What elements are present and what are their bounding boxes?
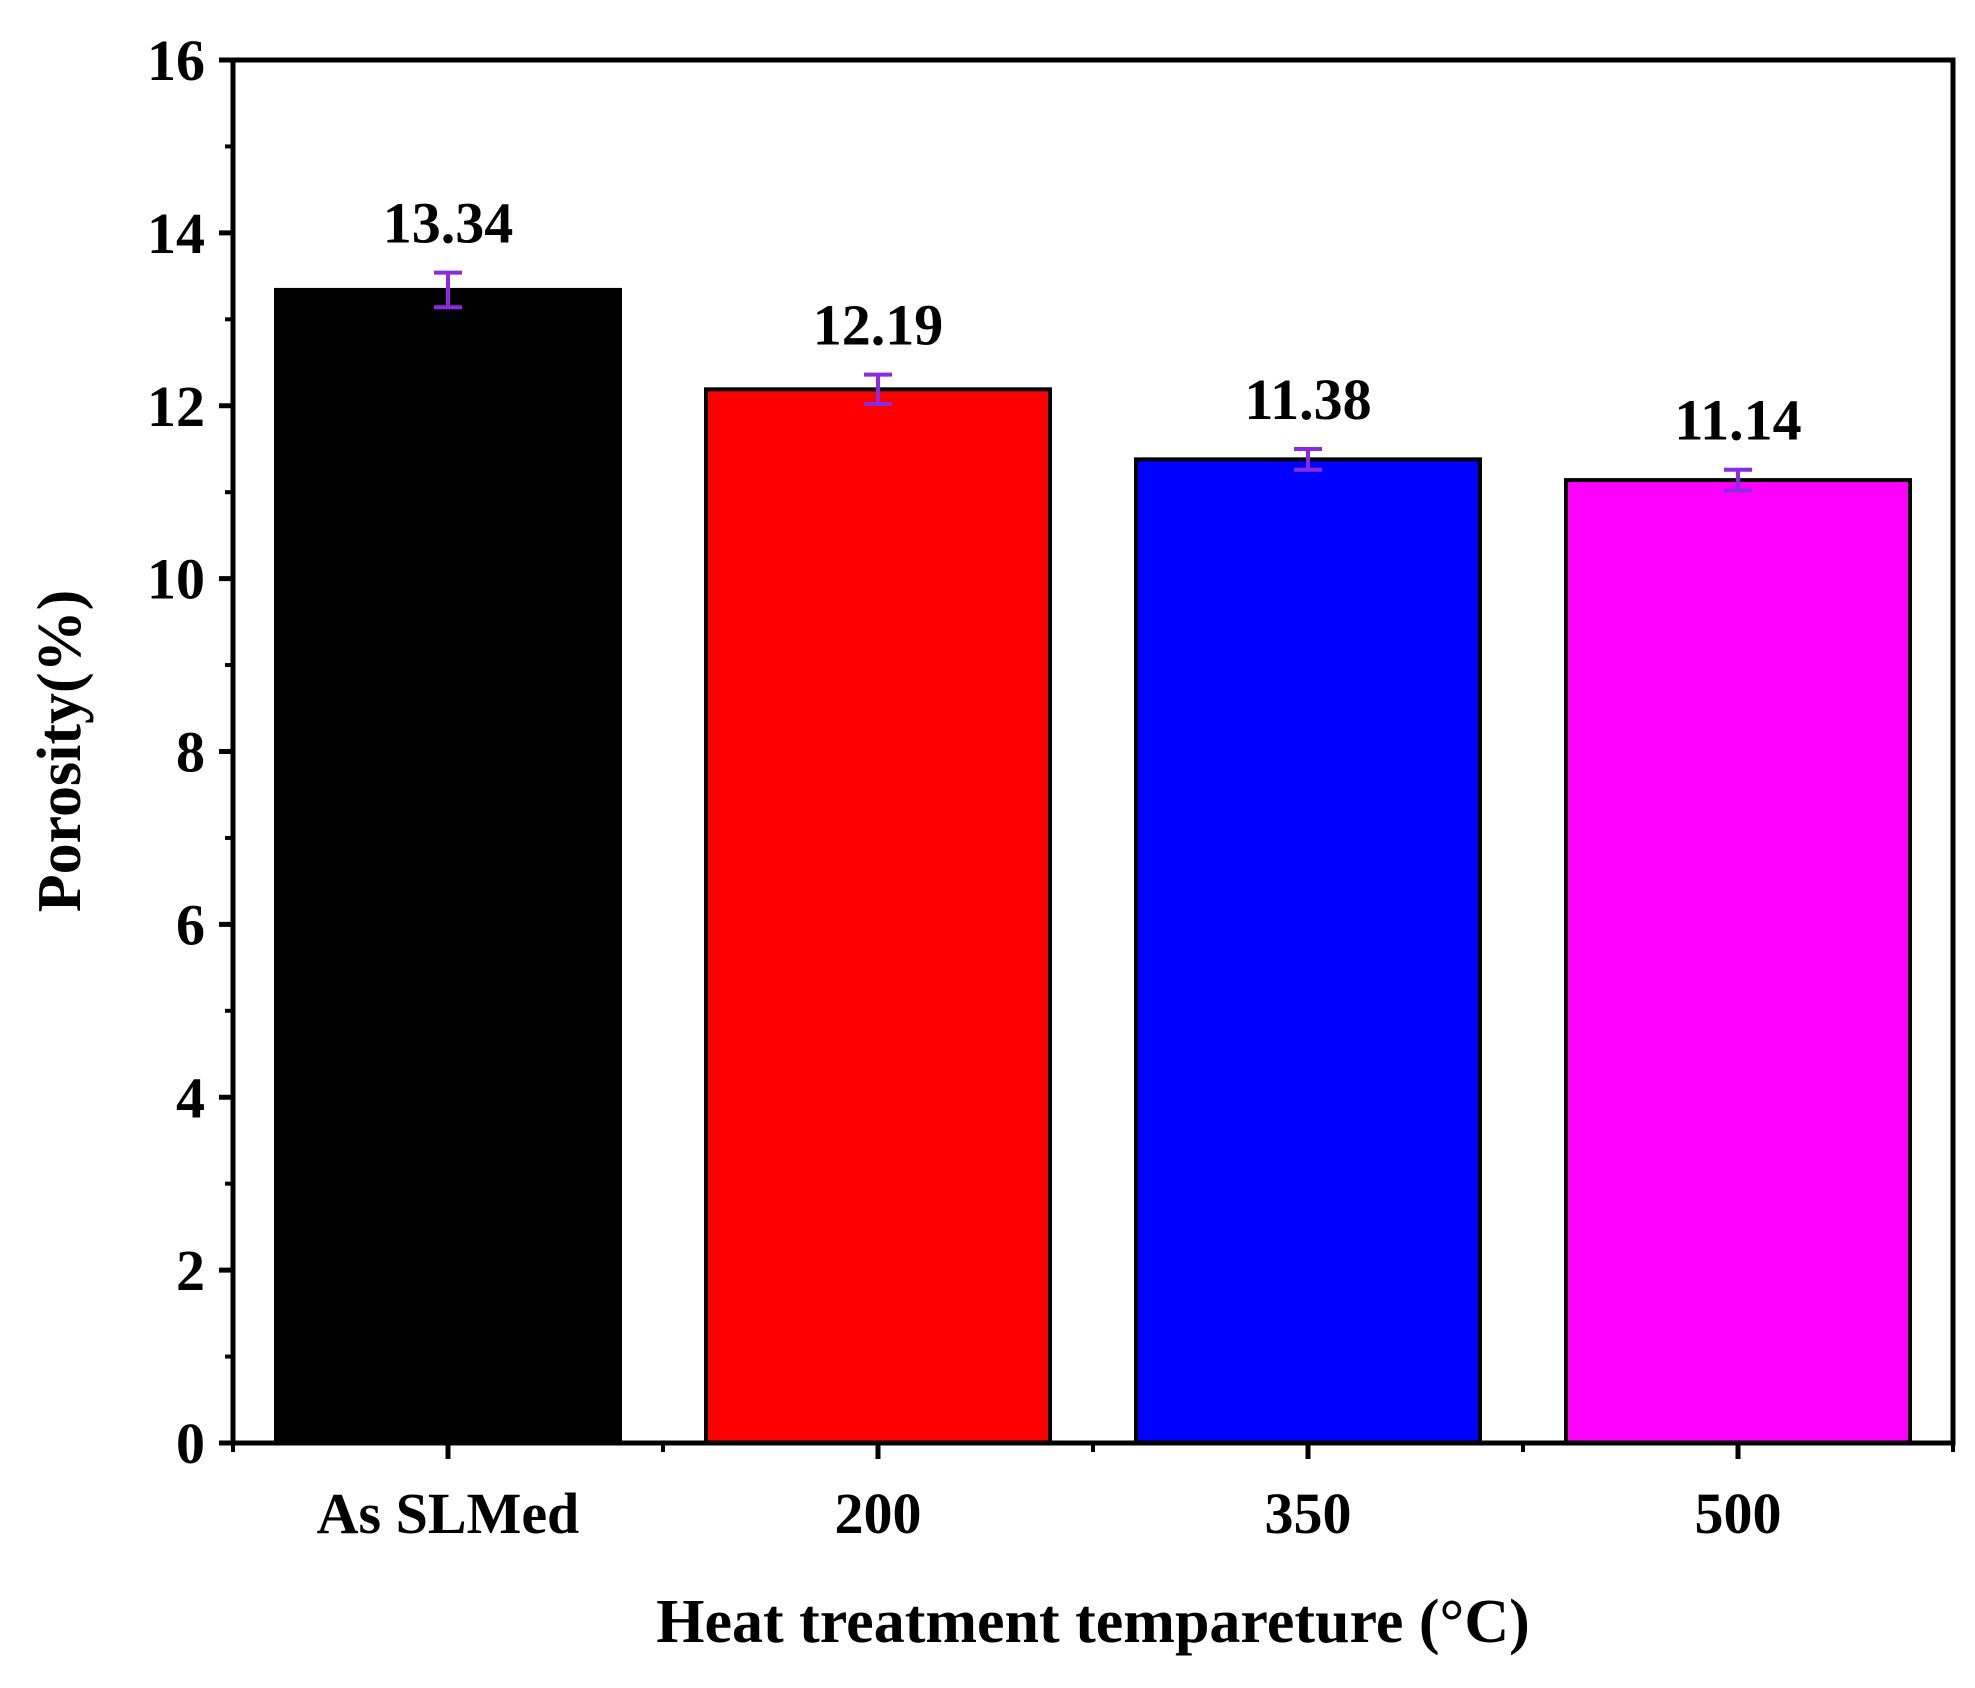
value-label-0: 13.34 [383,191,514,256]
value-label-3: 11.14 [1674,388,1801,453]
y-axis-ticks: 0 2 4 6 8 10 12 14 16 [147,28,233,1476]
x-tick-label-2: 350 [1265,1481,1352,1546]
bar-3 [1564,478,1912,1445]
bar-1 [704,387,1052,1445]
value-label-1: 12.19 [813,293,944,358]
bar-2 [1134,457,1482,1445]
y-tick-label-1: 2 [176,1238,205,1303]
x-axis-ticks: As SLMed 200 350 500 [231,1443,1955,1546]
y-axis-title: Porosity(%) [26,590,94,913]
x-tick-label-3: 500 [1695,1481,1782,1546]
value-label-2: 11.38 [1244,367,1371,432]
y-tick-label-0: 0 [176,1411,205,1476]
y-tick-label-4: 8 [176,720,205,785]
y-tick-label-3: 6 [176,892,205,957]
x-tick-label-0: As SLMed [317,1481,580,1546]
bars-layer [274,287,1912,1446]
y-tick-label-6: 12 [147,374,205,439]
error-bars-layer [434,270,1752,493]
x-axis-title: Heat treatment tempareture (°C) [656,1588,1530,1656]
value-labels-layer: 13.34 12.19 11.38 11.14 [383,191,1802,453]
bar-0 [274,287,622,1446]
y-tick-label-7: 14 [147,201,205,266]
y-tick-label-8: 16 [147,28,205,93]
x-tick-label-1: 200 [835,1481,922,1546]
y-tick-label-5: 10 [147,547,205,612]
y-tick-label-2: 4 [176,1065,205,1130]
